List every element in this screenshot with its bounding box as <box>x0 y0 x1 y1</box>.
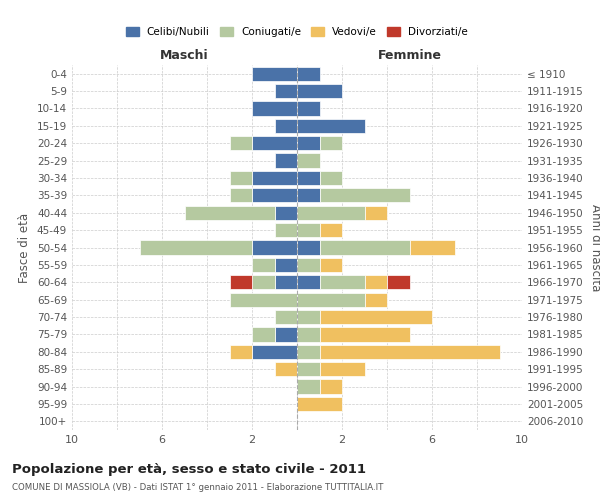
Bar <box>275 362 297 376</box>
Bar <box>297 223 320 237</box>
Bar <box>229 136 252 150</box>
Bar <box>297 206 365 220</box>
Text: Maschi: Maschi <box>160 48 209 62</box>
Bar <box>365 275 387 289</box>
Bar <box>252 136 297 150</box>
Bar <box>252 66 297 81</box>
Bar <box>320 171 342 185</box>
Bar <box>275 223 297 237</box>
Bar <box>252 171 297 185</box>
Bar <box>320 328 409 342</box>
Bar <box>297 328 320 342</box>
Bar <box>229 344 252 359</box>
Text: Popolazione per età, sesso e stato civile - 2011: Popolazione per età, sesso e stato civil… <box>12 462 366 475</box>
Bar <box>297 310 320 324</box>
Bar <box>320 258 342 272</box>
Bar <box>229 171 252 185</box>
Bar <box>275 84 297 98</box>
Bar <box>297 397 342 411</box>
Bar <box>275 118 297 133</box>
Bar <box>229 292 297 307</box>
Bar <box>409 240 455 254</box>
Bar <box>320 188 409 202</box>
Bar <box>252 188 297 202</box>
Bar <box>297 362 320 376</box>
Text: COMUNE DI MASSIOLA (VB) - Dati ISTAT 1° gennaio 2011 - Elaborazione TUTTITALIA.I: COMUNE DI MASSIOLA (VB) - Dati ISTAT 1° … <box>12 484 383 492</box>
Bar <box>320 344 499 359</box>
Y-axis label: Anni di nascita: Anni di nascita <box>589 204 600 291</box>
Bar <box>297 154 320 168</box>
Bar <box>275 310 297 324</box>
Legend: Celibi/Nubili, Coniugati/e, Vedovi/e, Divorziati/e: Celibi/Nubili, Coniugati/e, Vedovi/e, Di… <box>122 23 472 41</box>
Bar <box>297 292 365 307</box>
Bar <box>252 240 297 254</box>
Bar <box>297 240 320 254</box>
Text: Femmine: Femmine <box>377 48 442 62</box>
Bar <box>275 154 297 168</box>
Bar <box>320 380 342 394</box>
Bar <box>252 275 275 289</box>
Bar <box>252 328 275 342</box>
Bar <box>320 275 365 289</box>
Bar <box>252 102 297 116</box>
Bar <box>297 380 320 394</box>
Bar <box>365 206 387 220</box>
Bar <box>275 258 297 272</box>
Bar <box>320 310 432 324</box>
Bar <box>297 118 365 133</box>
Bar <box>139 240 252 254</box>
Bar <box>297 258 320 272</box>
Y-axis label: Fasce di età: Fasce di età <box>19 212 31 282</box>
Bar <box>229 188 252 202</box>
Bar <box>320 136 342 150</box>
Bar <box>320 223 342 237</box>
Bar <box>252 258 275 272</box>
Bar <box>297 84 342 98</box>
Bar <box>252 344 297 359</box>
Bar <box>387 275 409 289</box>
Bar <box>320 362 365 376</box>
Bar <box>275 275 297 289</box>
Bar <box>297 66 320 81</box>
Bar <box>185 206 275 220</box>
Bar <box>297 275 320 289</box>
Bar <box>229 275 252 289</box>
Bar <box>320 240 409 254</box>
Bar <box>297 344 320 359</box>
Bar <box>297 136 320 150</box>
Bar <box>297 171 320 185</box>
Bar <box>275 328 297 342</box>
Bar <box>365 292 387 307</box>
Bar <box>297 102 320 116</box>
Bar <box>275 206 297 220</box>
Bar <box>297 188 320 202</box>
